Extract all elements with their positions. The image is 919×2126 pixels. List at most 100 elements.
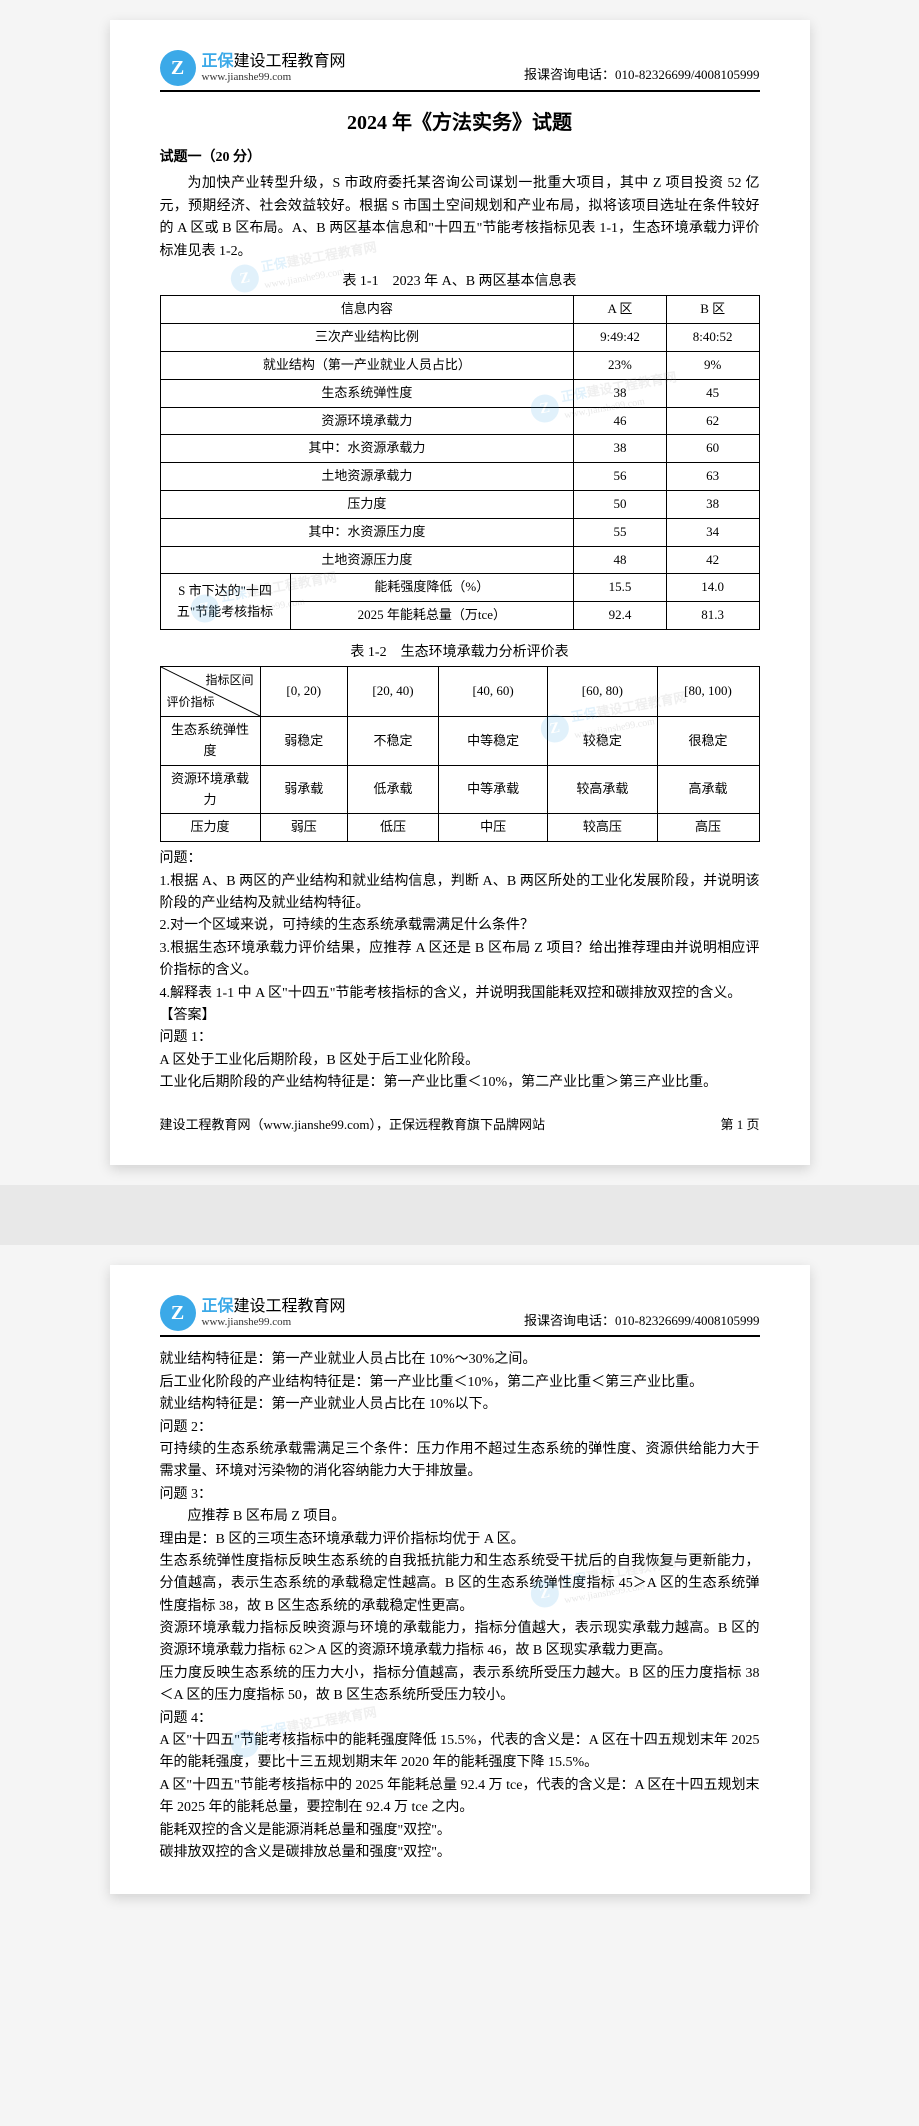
logo-icon: Z bbox=[160, 50, 196, 86]
table-cell: 23% bbox=[574, 351, 667, 379]
answer-text: 问题 1： bbox=[160, 1027, 760, 1049]
answer-text: A 区"十四五"节能考核指标中的能耗强度降低 15.5%，代表的含义是：A 区在… bbox=[160, 1730, 760, 1775]
table-cell: 9:49:42 bbox=[574, 324, 667, 352]
table-cell: 60 bbox=[666, 435, 759, 463]
footer-left: 建设工程教育网（www.jianshe99.com），正保远程教育旗下品牌网站 bbox=[160, 1115, 546, 1136]
table-cell: 63 bbox=[666, 463, 759, 491]
table-header-cell: [60, 80) bbox=[548, 667, 657, 717]
table-row: 其中：水资源承载力3860 bbox=[160, 435, 759, 463]
answers-block: 【答案】 问题 1： A 区处于工业化后期阶段，B 区处于后工业化阶段。 工业化… bbox=[160, 1005, 760, 1095]
table-cell: 9% bbox=[666, 351, 759, 379]
table-cell: 56 bbox=[574, 463, 667, 491]
table-header-cell: [40, 60) bbox=[438, 667, 547, 717]
table-cell: 92.4 bbox=[574, 602, 667, 630]
table-cell: 38 bbox=[666, 490, 759, 518]
diag-bot-label: 评价指标 bbox=[167, 693, 215, 712]
table-cell: 38 bbox=[574, 379, 667, 407]
table-cell: 中等承载 bbox=[438, 765, 547, 814]
table-cell: 62 bbox=[666, 407, 759, 435]
table-cell: 生态系统弹性度 bbox=[160, 717, 260, 766]
table-cell: 较高压 bbox=[548, 814, 657, 842]
answer-text: 问题 4： bbox=[160, 1708, 760, 1730]
table-cell: 就业结构（第一产业就业人员占比） bbox=[160, 351, 574, 379]
table-row: 信息内容 A 区 B 区 bbox=[160, 296, 759, 324]
answer-text: 问题 3： bbox=[160, 1484, 760, 1506]
answer-text: A 区"十四五"节能考核指标中的 2025 年能耗总量 92.4 万 tce，代… bbox=[160, 1775, 760, 1820]
questions-label: 问题： bbox=[160, 848, 760, 870]
answer-text: 压力度反映生态系统的压力大小，指标分值越高，表示系统所受压力越大。B 区的压力度… bbox=[160, 1663, 760, 1708]
answer-text: 工业化后期阶段的产业结构特征是：第一产业比重＜10%，第二产业比重＞第三产业比重… bbox=[160, 1072, 760, 1094]
brand-url: www.jianshe99.com bbox=[202, 71, 346, 84]
table-cell: 生态系统弹性度 bbox=[160, 379, 574, 407]
footer-page-number: 第 1 页 bbox=[720, 1115, 759, 1136]
section-heading: 试题一（20 分） bbox=[160, 147, 760, 169]
brand-url: www.jianshe99.com bbox=[202, 1316, 346, 1329]
table-cell: 46 bbox=[574, 407, 667, 435]
table-cell: 较稳定 bbox=[548, 717, 657, 766]
table-cell: 14.0 bbox=[666, 574, 759, 602]
diagonal-header-cell: 指标区间 评价指标 bbox=[160, 667, 260, 717]
table-cell: 弱稳定 bbox=[260, 717, 347, 766]
answers-continued: 就业结构特征是：第一产业就业人员占比在 10%～30%之间。 后工业化阶段的产业… bbox=[160, 1349, 760, 1864]
table-row: S 市下达的"十四五"节能考核指标 能耗强度降低（%） 15.5 14.0 bbox=[160, 574, 759, 602]
table-header-cell: B 区 bbox=[666, 296, 759, 324]
table-cell: 高承载 bbox=[657, 765, 759, 814]
table-header-cell: 信息内容 bbox=[160, 296, 574, 324]
answer-text: 理由是：B 区的三项生态环境承载力评价指标均优于 A 区。 bbox=[160, 1529, 760, 1551]
answer-text: 碳排放双控的含义是碳排放总量和强度"双控"。 bbox=[160, 1842, 760, 1864]
table1-caption: 表 1-1 2023 年 A、B 两区基本信息表 bbox=[160, 271, 760, 293]
document-page-1: Z 正保建设工程教育网www.jianshe99.com Z 正保建设工程教育网… bbox=[110, 20, 810, 1165]
hotline: 报课咨询电话：010-82326699/4008105999 bbox=[524, 65, 759, 86]
hotline: 报课咨询电话：010-82326699/4008105999 bbox=[524, 1311, 759, 1332]
page-separator bbox=[0, 1185, 919, 1245]
brand-name: 正保建设工程教育网 bbox=[202, 52, 346, 71]
table-row: 土地资源压力度4842 bbox=[160, 546, 759, 574]
answer-text: 应推荐 B 区布局 Z 项目。 bbox=[160, 1506, 760, 1528]
table2-caption: 表 1-2 生态环境承载力分析评价表 bbox=[160, 642, 760, 664]
table-row: 生态系统弹性度3845 bbox=[160, 379, 759, 407]
table-1-1: 信息内容 A 区 B 区 三次产业结构比例9:49:428:40:52 就业结构… bbox=[160, 295, 760, 630]
brand-name: 正保建设工程教育网 bbox=[202, 1297, 346, 1316]
table-row: 三次产业结构比例9:49:428:40:52 bbox=[160, 324, 759, 352]
answer-label: 【答案】 bbox=[160, 1005, 760, 1027]
document-page-2: Z 正保建设工程教育网www.jianshe99.com Z 正保建设工程教育网… bbox=[110, 1265, 810, 1894]
answer-text: 就业结构特征是：第一产业就业人员占比在 10%～30%之间。 bbox=[160, 1349, 760, 1371]
table-cell: 很稳定 bbox=[657, 717, 759, 766]
table-cell: 其中：水资源压力度 bbox=[160, 518, 574, 546]
table-cell: 低压 bbox=[347, 814, 438, 842]
intro-paragraph: 为加快产业转型升级，S 市政府委托某咨询公司谋划一批重大项目，其中 Z 项目投资… bbox=[160, 173, 760, 263]
document-title: 2024 年《方法实务》试题 bbox=[160, 107, 760, 139]
question-item: 2.对一个区域来说，可持续的生态系统承载需满足什么条件？ bbox=[160, 915, 760, 937]
answer-text: 能耗双控的含义是能源消耗总量和强度"双控"。 bbox=[160, 1820, 760, 1842]
table-row: 资源环境承载力 弱承载 低承载 中等承载 较高承载 高承载 bbox=[160, 765, 759, 814]
answer-text: 生态系统弹性度指标反映生态系统的自我抵抗能力和生态系统受干扰后的自我恢复与更新能… bbox=[160, 1551, 760, 1618]
table-cell: 压力度 bbox=[160, 490, 574, 518]
table-cell: 38 bbox=[574, 435, 667, 463]
table-cell: 较高承载 bbox=[548, 765, 657, 814]
table-cell: 弱承载 bbox=[260, 765, 347, 814]
questions-block: 问题： 1.根据 A、B 两区的产业结构和就业结构信息，判断 A、B 两区所处的… bbox=[160, 848, 760, 1005]
answer-text: 可持续的生态系统承载需满足三个条件：压力作用不超过生态系统的弹性度、资源供给能力… bbox=[160, 1439, 760, 1484]
table-cell: 不稳定 bbox=[347, 717, 438, 766]
question-item: 3.根据生态环境承载力评价结果，应推荐 A 区还是 B 区布局 Z 项目？给出推… bbox=[160, 938, 760, 983]
table-cell: 压力度 bbox=[160, 814, 260, 842]
page-header: Z 正保建设工程教育网 www.jianshe99.com 报课咨询电话：010… bbox=[160, 50, 760, 92]
table-cell: 三次产业结构比例 bbox=[160, 324, 574, 352]
table-cell: 48 bbox=[574, 546, 667, 574]
brand-logo: Z 正保建设工程教育网 www.jianshe99.com bbox=[160, 1295, 346, 1331]
diag-top-label: 指标区间 bbox=[205, 671, 253, 690]
table-row: 压力度 弱压 低压 中压 较高压 高压 bbox=[160, 814, 759, 842]
table-1-2: 指标区间 评价指标 [0, 20) [20, 40) [40, 60) [60,… bbox=[160, 666, 760, 842]
table-cell: 资源环境承载力 bbox=[160, 765, 260, 814]
table-row: 其中：水资源压力度5534 bbox=[160, 518, 759, 546]
table-cell: 土地资源承载力 bbox=[160, 463, 574, 491]
brand-logo: Z 正保建设工程教育网 www.jianshe99.com bbox=[160, 50, 346, 86]
table-header-cell: [80, 100) bbox=[657, 667, 759, 717]
question-item: 4.解释表 1-1 中 A 区"十四五"节能考核指标的含义，并说明我国能耗双控和… bbox=[160, 983, 760, 1005]
question-item: 1.根据 A、B 两区的产业结构和就业结构信息，判断 A、B 两区所处的工业化发… bbox=[160, 871, 760, 916]
table-header-cell: A 区 bbox=[574, 296, 667, 324]
table-cell: 81.3 bbox=[666, 602, 759, 630]
answer-text: 问题 2： bbox=[160, 1417, 760, 1439]
table-cell: 50 bbox=[574, 490, 667, 518]
table-cell: 42 bbox=[666, 546, 759, 574]
